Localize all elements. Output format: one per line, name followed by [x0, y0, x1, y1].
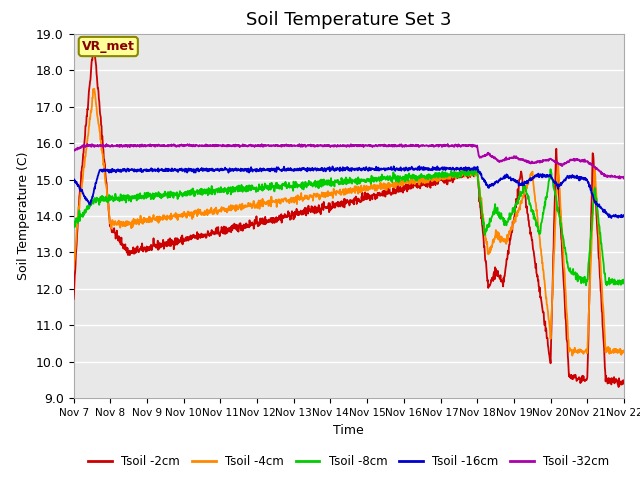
Text: VR_met: VR_met [82, 40, 135, 53]
Title: Soil Temperature Set 3: Soil Temperature Set 3 [246, 11, 452, 29]
Legend: Tsoil -2cm, Tsoil -4cm, Tsoil -8cm, Tsoil -16cm, Tsoil -32cm: Tsoil -2cm, Tsoil -4cm, Tsoil -8cm, Tsoi… [84, 450, 614, 473]
Y-axis label: Soil Temperature (C): Soil Temperature (C) [17, 152, 31, 280]
X-axis label: Time: Time [333, 424, 364, 437]
